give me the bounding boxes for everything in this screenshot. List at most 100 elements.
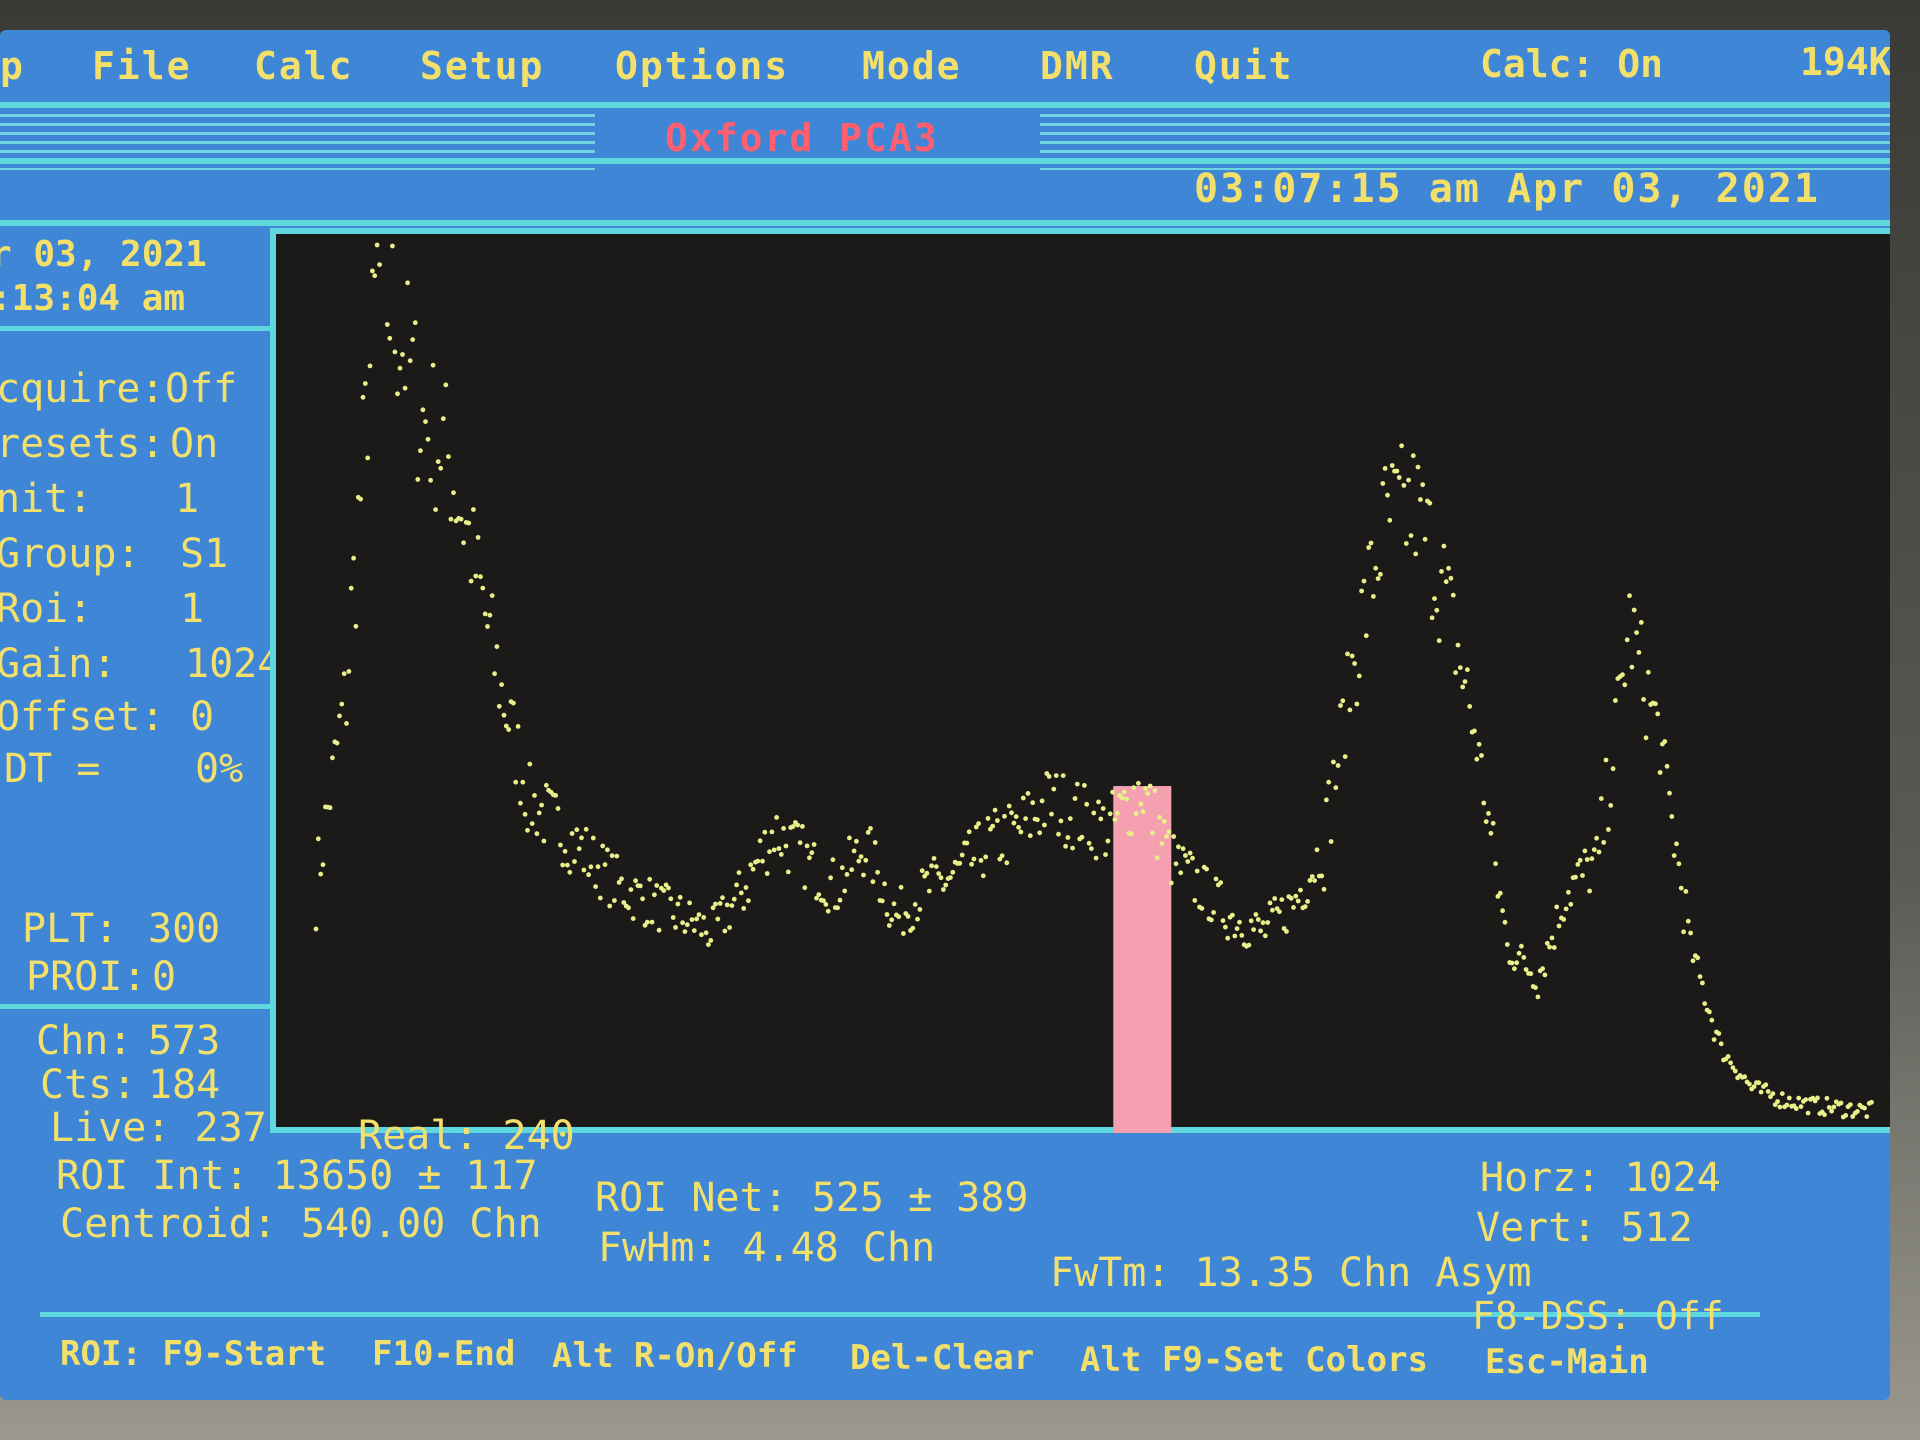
- spectrum-point: [842, 888, 848, 894]
- menu-item-calc[interactable]: Calc: [254, 44, 354, 88]
- roi-region[interactable]: [1113, 786, 1172, 1133]
- spectrum-point: [1204, 866, 1209, 872]
- unit-value: 1: [175, 476, 200, 522]
- spectrum-point: [1152, 788, 1158, 793]
- spectrum-point: [496, 703, 502, 709]
- hotkey-set-colors[interactable]: Alt F9-Set Colors: [1080, 1340, 1428, 1380]
- spectrum-point: [1638, 620, 1644, 625]
- hotkey-roi-start[interactable]: ROI: F9-Start: [60, 1334, 327, 1374]
- spectrum-point: [710, 905, 716, 911]
- spectrum-point: [1253, 912, 1259, 917]
- spectrum-svg[interactable]: [276, 234, 1890, 1133]
- spectrum-point: [1711, 1037, 1717, 1042]
- spectrum-point: [1606, 827, 1611, 832]
- spectrum-point: [905, 914, 911, 919]
- spectrum-point: [802, 885, 808, 891]
- spectrum-point: [1420, 482, 1426, 488]
- spectrum-point: [1610, 766, 1616, 772]
- spectrum-point: [649, 919, 655, 925]
- spectrum-point: [489, 593, 495, 598]
- spectrum-point: [1166, 829, 1172, 835]
- spectrum-point: [1657, 770, 1663, 775]
- spectrum-point: [1758, 1089, 1764, 1095]
- menu-item-p[interactable]: p: [0, 44, 25, 88]
- spectrum-point: [644, 919, 650, 925]
- spectrum-point: [1262, 933, 1268, 939]
- spectrum-point: [1838, 1100, 1844, 1106]
- spectrum-point: [673, 925, 678, 930]
- menu-item-setup[interactable]: Setup: [420, 44, 545, 88]
- menu-item-options[interactable]: Options: [615, 44, 790, 88]
- spectrum-point: [1697, 974, 1703, 979]
- hotkey-esc-main[interactable]: Esc-Main: [1485, 1342, 1649, 1382]
- spectrum-point: [1251, 927, 1256, 932]
- spectrum-point: [1035, 817, 1040, 823]
- menu-item-mode[interactable]: Mode: [862, 44, 962, 88]
- spectrum-point: [896, 914, 902, 920]
- spectrum-point: [1295, 898, 1301, 904]
- menu-item-quit[interactable]: Quit: [1194, 44, 1294, 88]
- spectrum-point: [670, 915, 676, 920]
- spectrum-point: [741, 906, 747, 911]
- spectrum-point: [1396, 475, 1402, 480]
- spectrum-point: [558, 842, 563, 848]
- vertical-scale: Vert: 512: [1476, 1205, 1693, 1251]
- spectrum-point: [1573, 874, 1578, 880]
- spectrum-point: [1072, 796, 1078, 801]
- spectrum-point: [630, 916, 636, 921]
- spectrum-point: [1504, 942, 1510, 947]
- spectrum-point: [1869, 1099, 1874, 1105]
- spectrum-point: [797, 840, 803, 846]
- spectrum-point: [1063, 843, 1068, 849]
- spectrum-point: [619, 876, 624, 882]
- spectrum-point: [1725, 1054, 1731, 1059]
- spectrum-point: [1777, 1104, 1783, 1110]
- spectrum-point: [1620, 672, 1625, 678]
- spectrum-point: [1220, 918, 1226, 923]
- spectrum-point: [703, 930, 709, 936]
- acquire-value[interactable]: Off: [165, 366, 238, 412]
- spectrum-point: [1512, 966, 1517, 972]
- spectrum-point: [856, 858, 862, 864]
- channel-label: Chn:: [36, 1018, 133, 1064]
- spectrum-point: [1528, 971, 1534, 977]
- spectrum-point: [764, 871, 770, 876]
- spectrum-point: [1481, 800, 1487, 806]
- spectrum-point: [1067, 816, 1073, 821]
- spectrum-point: [858, 854, 864, 859]
- spectrum-point: [1199, 906, 1205, 911]
- spectrum-point: [1601, 840, 1607, 845]
- clock: 03:07:15 am Apr 03, 2021: [1194, 166, 1820, 212]
- spectrum-point: [722, 928, 728, 934]
- spectrum-point: [1131, 785, 1137, 790]
- spectrum-point: [849, 867, 855, 873]
- menu-item-dmr[interactable]: DMR: [1040, 44, 1115, 88]
- spectrum-point: [1371, 594, 1376, 599]
- spectrum-point: [689, 917, 695, 922]
- hotkey-roi-end[interactable]: F10-End: [372, 1334, 516, 1374]
- spectrum-point: [410, 337, 416, 342]
- presets-value[interactable]: On: [170, 421, 219, 467]
- hotkey-roi-toggle[interactable]: Alt R-On/Off: [552, 1336, 798, 1376]
- spectrum-point: [1448, 575, 1454, 581]
- spectrum-point: [1707, 1009, 1712, 1015]
- spectrum-point: [1622, 682, 1628, 688]
- spectrum-point: [680, 920, 685, 926]
- spectrum-point: [1864, 1114, 1870, 1119]
- spectrum-point: [372, 273, 378, 279]
- spectrum-point: [1457, 665, 1463, 670]
- spectrum-point: [353, 623, 359, 629]
- spectrum-point: [1453, 670, 1458, 675]
- spectrum-plot[interactable]: [270, 228, 1890, 1133]
- spectrum-point: [1326, 779, 1332, 785]
- hotkey-bar: ROI: F9-Start F10-End Alt R-On/Off Del-C…: [60, 1294, 1820, 1382]
- dss-toggle[interactable]: F8-DSS: Off: [1472, 1294, 1724, 1338]
- spectrum-point: [755, 858, 761, 864]
- spectrum-point: [1053, 773, 1059, 778]
- menu-item-file[interactable]: File: [92, 44, 192, 88]
- spectrum-point: [374, 242, 380, 248]
- spectrum-point: [1039, 798, 1045, 804]
- spectrum-point: [884, 912, 890, 917]
- spectrum-point: [677, 894, 683, 900]
- hotkey-clear[interactable]: Del-Clear: [850, 1338, 1035, 1378]
